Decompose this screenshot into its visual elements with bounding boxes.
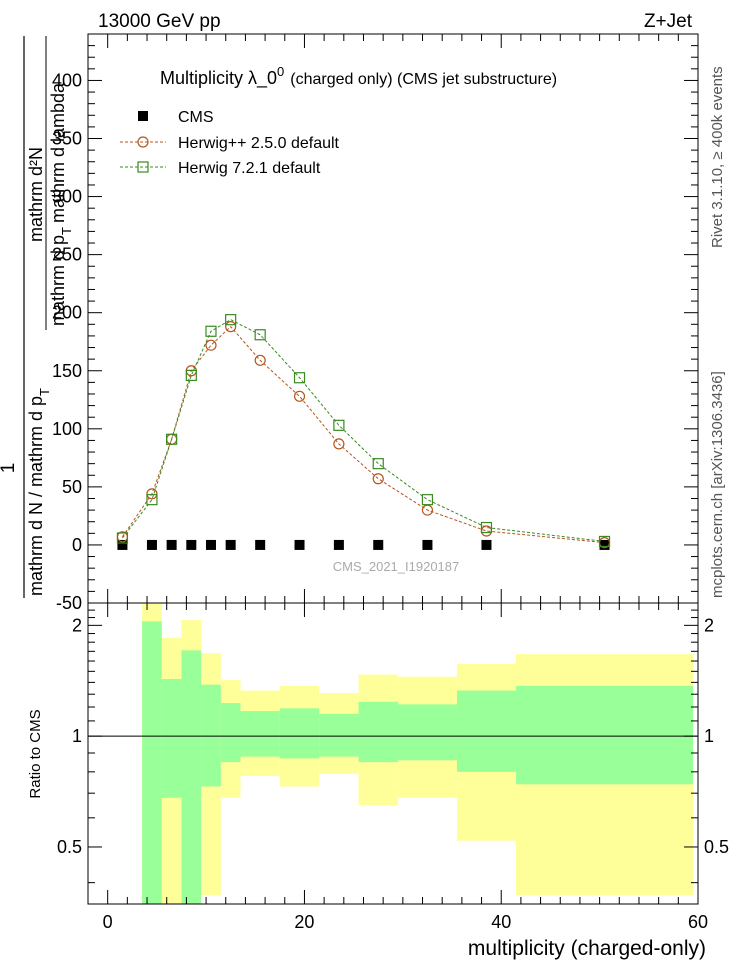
herwig-2-5-0-default-point <box>205 339 217 351</box>
cms-point <box>117 539 128 550</box>
y-label-numerator: 1 <box>0 463 19 474</box>
x-tick-label: 20 <box>294 912 314 932</box>
ratio-green-band <box>142 621 162 904</box>
mcplots-label: mcplots.cern.ch [arXiv:1306.3436] <box>709 371 726 598</box>
herwig-7-2-1-default-point <box>421 494 434 506</box>
cms-point <box>599 539 610 550</box>
x-tick-label: 0 <box>103 912 113 932</box>
main-plot-panel: -50 0 50 100 150 200 250 300 350 400 <box>52 33 699 613</box>
y-tick-label: 300 <box>52 187 82 207</box>
cms-point <box>333 539 344 550</box>
herwig-7-2-1-default-point <box>293 372 306 384</box>
ratio-y-tick-label: 0.5 <box>57 837 82 857</box>
cms-point <box>373 539 384 550</box>
cms-point <box>225 539 236 550</box>
legend-herwigpp-marker <box>137 136 149 148</box>
plot-title: Multiplicity λ_00 (charged only) (CMS jet… <box>160 64 557 89</box>
cms-point <box>205 539 216 550</box>
y-label-inner-den: mathrm d pTmathrm d lambda <box>48 82 74 326</box>
ratio-y-tick-label-right: 2 <box>704 615 714 635</box>
ratio-y-tick-label-right: 0.5 <box>704 837 729 857</box>
herwig-7-2-1-default-point <box>116 532 129 544</box>
herwig-2-5-0-default-point <box>146 488 158 500</box>
ratio-y-tick-label-right: 1 <box>704 726 714 746</box>
legend-herwig7-marker <box>137 161 149 173</box>
ratio-y-axis-label: Ratio to CMS <box>27 709 44 798</box>
herwig-7-2-1-default-point <box>185 369 197 381</box>
herwig-2-5-0-default-point <box>254 354 266 366</box>
herwig-7-2-1-default-line <box>122 319 605 542</box>
ratio-green-band <box>201 684 221 787</box>
analysis-watermark: CMS_2021_I1920187 <box>333 559 460 574</box>
ratio-green-band <box>161 678 182 798</box>
y-tick-label: 250 <box>52 245 82 265</box>
herwig-7-2-1-default-point <box>480 521 493 534</box>
cms-point <box>166 539 177 550</box>
herwig-7-2-1-default-point <box>205 325 217 337</box>
ratio-plot-panel: 0.5 0.5 1 1 2 2 0 20 40 60 <box>57 602 729 932</box>
ratio-green-band <box>397 704 457 761</box>
herwig-2-5-0-default-point <box>333 438 345 450</box>
legend-herwigpp-label: Herwig++ 2.5.0 default <box>178 135 340 152</box>
main-y-axis-label: 1 mathrm d N / mathrm d pT mathrm d²N ma… <box>0 36 74 598</box>
x-tick-label: 40 <box>491 912 511 932</box>
y-label-num-top: mathrm d²N <box>26 147 46 242</box>
ratio-green-band <box>456 690 516 772</box>
x-tick-label: 60 <box>688 912 708 932</box>
y-tick-label: 100 <box>52 419 82 439</box>
y-tick-label: 50 <box>62 477 82 497</box>
cms-point <box>146 539 157 550</box>
legend-cms-label: CMS <box>178 109 214 126</box>
y-tick-label: 0 <box>72 535 82 555</box>
ratio-green-band <box>220 703 241 763</box>
y-tick-label: 150 <box>52 361 82 381</box>
cms-point <box>294 539 305 550</box>
ratio-green-band <box>358 701 398 763</box>
herwig-7-2-1-default-point <box>254 329 266 341</box>
ratio-green-band <box>240 711 280 757</box>
y-tick-label: 400 <box>52 70 82 90</box>
herwig-7-2-1-default-point <box>598 535 611 548</box>
y-label-denominator: mathrm d N / mathrm d pT <box>26 388 52 596</box>
y-tick-label: 200 <box>52 303 82 323</box>
ratio-y-tick-label: 1 <box>72 726 82 746</box>
herwig-2-5-0-default-point <box>293 390 306 402</box>
x-axis-label: multiplicity (charged-only) <box>468 937 706 960</box>
header-process: Z+Jet <box>644 11 693 32</box>
legend-cms-marker <box>138 111 148 121</box>
ratio-y-tick-label: 2 <box>72 615 82 635</box>
herwig-2-5-0-default-point <box>225 321 237 333</box>
herwig-2-5-0-default-line <box>122 325 605 544</box>
ratio-green-band <box>279 708 320 759</box>
ratio-green-band <box>515 685 694 785</box>
cms-point <box>186 539 197 550</box>
herwig-7-2-1-default-point <box>225 314 237 326</box>
ratio-green-band <box>181 650 202 904</box>
herwig-7-2-1-default-point <box>146 494 158 506</box>
rivet-label: Rivet 3.1.10, ≥ 400k events <box>709 66 726 248</box>
ratio-green-band <box>319 713 359 757</box>
herwig-7-2-1-default-point <box>333 419 345 431</box>
y-tick-label: 350 <box>52 129 82 149</box>
legend: CMS Herwig++ 2.5.0 default Herwig 7.2.1 … <box>120 109 340 177</box>
legend-herwig7-label: Herwig 7.2.1 default <box>178 160 321 177</box>
herwig-7-2-1-default-point <box>372 458 384 470</box>
cms-point <box>255 539 266 550</box>
y-tick-label: -50 <box>56 593 82 613</box>
header-energy: 13000 GeV pp <box>98 11 221 32</box>
herwig-7-2-1-default-point <box>166 433 178 445</box>
cms-point <box>481 539 492 550</box>
herwig-2-5-0-default-point <box>372 473 384 485</box>
cms-point <box>422 539 433 550</box>
